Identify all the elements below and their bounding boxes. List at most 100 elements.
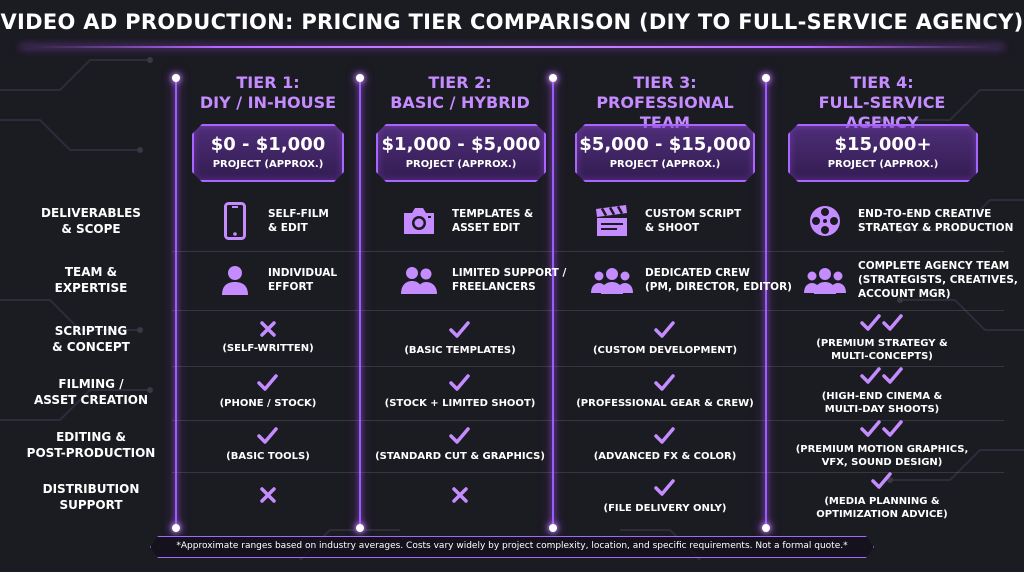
tier-header: TIER 3: PROFESSIONAL TEAM <box>596 73 734 132</box>
person-icon <box>214 264 256 296</box>
team-feature: LIMITED SUPPORT / FREELANCERS <box>398 260 566 300</box>
film-reel-icon <box>804 204 846 238</box>
price-range: $5,000 - $15,000 <box>579 134 751 155</box>
column-node <box>762 74 770 82</box>
check-icon <box>360 320 560 340</box>
cell-note: (CUSTOM DEVELOPMENT) <box>592 344 738 356</box>
cell-note: (PROFESSIONAL GEAR & CREW) <box>576 397 754 409</box>
cell-note: (BASIC TEMPLATES) <box>404 344 516 356</box>
row-label: SCRIPTING & CONCEPT <box>52 324 130 354</box>
column-divider <box>175 78 177 530</box>
row-label: DISTRIBUTION SUPPORT <box>42 482 140 512</box>
team-text: INDIVIDUAL EFFORT <box>268 267 338 293</box>
column-node <box>356 524 364 532</box>
row-divider <box>172 251 1004 252</box>
row-divider <box>172 366 1004 367</box>
price-range: $0 - $1,000 <box>210 134 326 155</box>
feature-cell: (STANDARD CUT & GRAPHICS) <box>360 426 560 463</box>
price-box: $0 - $1,000 PROJECT (APPROX.) <box>192 124 344 182</box>
tier-header: TIER 2: BASIC / HYBRID <box>390 73 530 112</box>
column-divider <box>359 78 361 530</box>
column-node <box>172 74 180 82</box>
footnote: *Approximate ranges based on industry av… <box>150 536 874 558</box>
check-icon <box>782 471 982 491</box>
price-box: $15,000+ PROJECT (APPROX.) <box>788 124 978 182</box>
feature-cell: (MEDIA PLANNING & OPTIMIZATION ADVICE) <box>782 471 982 521</box>
deliverables-text: CUSTOM SCRIPT & SHOOT <box>645 208 742 234</box>
cell-note: (BASIC TOOLS) <box>226 450 310 462</box>
double-check-icon <box>782 419 982 439</box>
check-icon <box>565 320 765 340</box>
deliverables-text: SELF-FILM & EDIT <box>268 208 329 234</box>
price-range: $1,000 - $5,000 <box>381 134 541 155</box>
price-note: PROJECT (APPROX.) <box>212 159 324 170</box>
team-text: DEDICATED CREW (PM, DIRECTOR, EDITOR) <box>645 267 792 293</box>
feature-cell: (PREMIUM STRATEGY & MULTI-CONCEPTS) <box>782 313 982 363</box>
team-feature: COMPLETE AGENCY TEAM (STRATEGISTS, CREATI… <box>804 260 1018 300</box>
double-check-icon <box>782 366 982 386</box>
row-label: EDITING & POST-PRODUCTION <box>26 430 156 460</box>
smartphone-icon <box>214 202 256 240</box>
team-feature: INDIVIDUAL EFFORT <box>214 260 337 300</box>
tier-header: TIER 1: DIY / IN-HOUSE <box>199 73 337 112</box>
feature-cell: (ADVANCED FX & COLOR) <box>565 426 765 463</box>
feature-cell: (CUSTOM DEVELOPMENT) <box>565 320 765 357</box>
feature-cell: (SELF-WRITTEN) <box>168 320 368 355</box>
clapperboard-icon <box>591 205 633 237</box>
page-title: VIDEO AD PRODUCTION: PRICING TIER COMPAR… <box>0 10 1024 34</box>
row-divider <box>172 472 1004 473</box>
cell-note: (MEDIA PLANNING & OPTIMIZATION ADVICE) <box>816 496 948 520</box>
feature-cell: (PREMIUM MOTION GRAPHICS, VFX, SOUND DESI… <box>782 419 982 469</box>
feature-cell: (FILE DELIVERY ONLY) <box>565 478 765 515</box>
price-box: $5,000 - $15,000 PROJECT (APPROX.) <box>575 124 755 182</box>
camera-icon <box>398 206 440 236</box>
two-people-icon <box>398 265 440 295</box>
deliverables-feature: END-TO-END CREATIVE STRATEGY & PRODUCTION <box>804 201 1013 241</box>
column-divider <box>765 78 767 530</box>
team-feature: DEDICATED CREW (PM, DIRECTOR, EDITOR) <box>591 260 792 300</box>
deliverables-feature: CUSTOM SCRIPT & SHOOT <box>591 201 741 241</box>
cross-icon <box>360 486 560 504</box>
cell-note: (ADVANCED FX & COLOR) <box>593 450 737 462</box>
deliverables-text: END-TO-END CREATIVE STRATEGY & PRODUCTION <box>858 208 1014 234</box>
feature-cell: (HIGH-END CINEMA & MULTI-DAY SHOOTS) <box>782 366 982 416</box>
price-range: $15,000+ <box>834 134 932 155</box>
check-icon <box>565 426 765 446</box>
check-icon <box>565 478 765 498</box>
feature-cell: (PROFESSIONAL GEAR & CREW) <box>565 373 765 410</box>
column-node <box>172 524 180 532</box>
row-label: TEAM & EXPERTISE <box>54 265 128 295</box>
column-node <box>356 74 364 82</box>
feature-cell: (STOCK + LIMITED SHOOT) <box>360 373 560 410</box>
row-divider <box>172 420 1004 421</box>
cell-note: (HIGH-END CINEMA & MULTI-DAY SHOOTS) <box>821 391 943 415</box>
price-box: $1,000 - $5,000 PROJECT (APPROX.) <box>376 124 546 182</box>
group-icon <box>804 266 846 294</box>
feature-cell: (BASIC TEMPLATES) <box>360 320 560 357</box>
cell-note: (STOCK + LIMITED SHOOT) <box>384 397 536 409</box>
deliverables-text: TEMPLATES & ASSET EDIT <box>452 208 534 234</box>
group-icon <box>591 266 633 294</box>
check-icon <box>565 373 765 393</box>
row-divider <box>172 310 1004 311</box>
cell-note: (FILE DELIVERY ONLY) <box>603 502 727 514</box>
cell-note: (SELF-WRITTEN) <box>222 342 314 354</box>
double-check-icon <box>782 313 982 333</box>
feature-cell <box>360 486 560 504</box>
price-note: PROJECT (APPROX.) <box>405 159 517 170</box>
row-label: DELIVERABLES & SCOPE <box>41 206 141 236</box>
cell-note: (STANDARD CUT & GRAPHICS) <box>375 450 545 462</box>
column-divider <box>552 78 554 530</box>
column-node <box>549 524 557 532</box>
column-node <box>762 524 770 532</box>
feature-cell: (PHONE / STOCK) <box>168 373 368 410</box>
check-icon <box>360 373 560 393</box>
cross-icon <box>168 486 368 504</box>
team-text: COMPLETE AGENCY TEAM (STRATEGISTS, CREATI… <box>858 260 1018 300</box>
deliverables-feature: SELF-FILM & EDIT <box>214 201 329 241</box>
cross-icon <box>168 320 368 338</box>
price-note: PROJECT (APPROX.) <box>827 159 939 170</box>
check-icon <box>168 373 368 393</box>
